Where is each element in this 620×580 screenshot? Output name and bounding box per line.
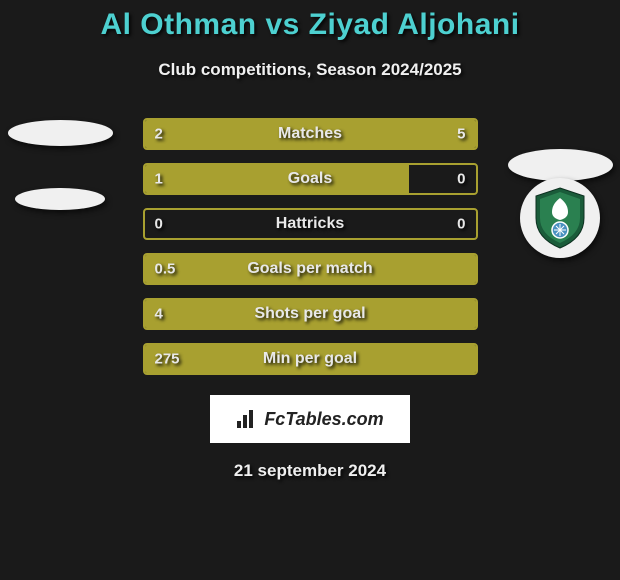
bar-row-hattricks: 0 Hattricks 0 [143,208,478,240]
bar-label: Hattricks [276,215,344,233]
page-title: Al Othman vs Ziyad Aljohani [0,0,620,42]
placeholder-oval-icon [8,120,113,146]
club-crest [520,178,600,258]
bar-fill-left [145,165,410,193]
comparison-bars: 2 Matches 5 1 Goals 0 0 Hattricks 0 0.5 … [143,118,478,375]
bar-label: Goals per match [247,260,372,278]
subtitle: Club competitions, Season 2024/2025 [0,60,620,80]
bar-value-left: 1 [155,171,163,188]
bar-row-shots-per-goal: 4 Shots per goal [143,298,478,330]
bar-label: Goals [288,170,332,188]
bars-icon [236,409,258,429]
bar-value-right: 0 [457,216,465,233]
comparison-card: Al Othman vs Ziyad Aljohani Club competi… [0,0,620,580]
bar-value-left: 0.5 [155,261,176,278]
brand-text: FcTables.com [264,409,383,430]
left-team-badge [15,120,105,210]
shield-crest-icon [532,186,588,250]
bar-value-left: 275 [155,351,180,368]
bar-row-matches: 2 Matches 5 [143,118,478,150]
placeholder-oval-icon [15,188,105,210]
brand-box[interactable]: FcTables.com [210,395,410,443]
bar-fill-right [239,120,476,148]
bar-label: Matches [278,125,342,143]
bar-label: Shots per goal [254,305,365,323]
footer-date: 21 september 2024 [0,461,620,481]
bar-label: Min per goal [263,350,357,368]
bar-value-left: 2 [155,126,163,143]
bar-value-right: 0 [457,171,465,188]
placeholder-oval-icon [508,149,613,181]
bar-value-left: 0 [155,216,163,233]
bar-value-right: 5 [457,126,465,143]
bar-row-min-per-goal: 275 Min per goal [143,343,478,375]
bar-row-goals-per-match: 0.5 Goals per match [143,253,478,285]
bar-row-goals: 1 Goals 0 [143,163,478,195]
bar-value-left: 4 [155,306,163,323]
